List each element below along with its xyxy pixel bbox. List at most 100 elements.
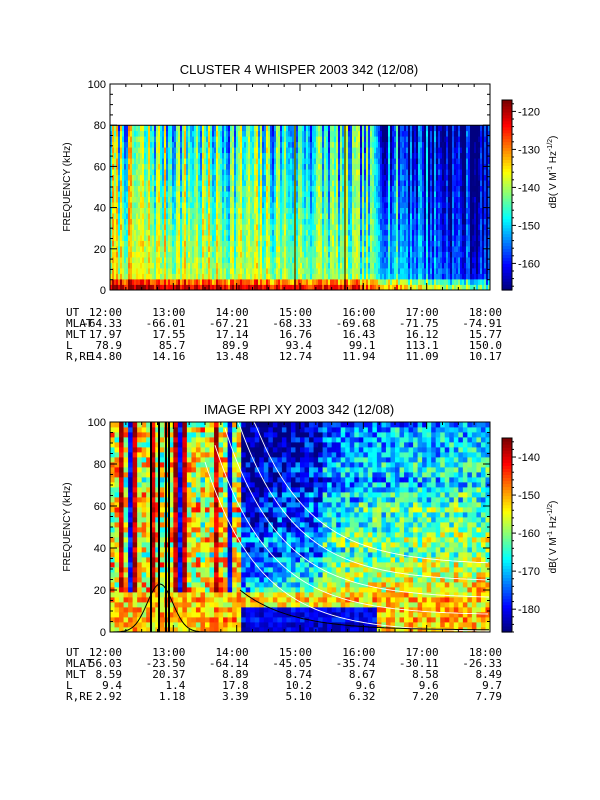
spectrogram-cell bbox=[378, 158, 381, 165]
spectrogram-cell bbox=[252, 279, 255, 285]
spectrogram-cell bbox=[116, 180, 119, 187]
spectrogram-cell bbox=[412, 284, 415, 291]
spectrogram-cell bbox=[248, 229, 251, 236]
spectrogram-cell bbox=[358, 251, 361, 258]
spectrogram-cell bbox=[316, 279, 319, 285]
spectrogram-cell bbox=[302, 240, 305, 247]
spectrogram-cell bbox=[156, 174, 159, 181]
spectrogram-cell bbox=[216, 125, 219, 132]
spectrogram-cell bbox=[290, 125, 293, 132]
spectrogram-cell bbox=[396, 191, 399, 198]
spectrogram-cell bbox=[128, 174, 131, 181]
spectrogram-cell bbox=[428, 152, 431, 159]
spectrogram-cell bbox=[222, 136, 225, 143]
spectrogram-cell bbox=[400, 251, 403, 258]
spectrogram-cell bbox=[352, 125, 355, 132]
spectrogram-cell bbox=[420, 125, 423, 132]
spectrogram-cell bbox=[216, 191, 219, 198]
spectrogram-cell bbox=[428, 125, 431, 132]
spectrogram-cell bbox=[194, 202, 197, 208]
spectrogram-cell bbox=[370, 213, 373, 219]
spectrogram-cell bbox=[210, 207, 213, 214]
spectrogram-cell bbox=[346, 180, 349, 187]
spectrogram-cell bbox=[256, 202, 259, 208]
spectrogram-cell bbox=[420, 213, 423, 219]
spectrogram-cell bbox=[406, 207, 409, 214]
spectrogram-cell bbox=[172, 240, 175, 247]
spectrogram-cell bbox=[388, 268, 391, 274]
spectrogram-cell bbox=[116, 185, 119, 192]
spectrogram-cell bbox=[138, 136, 141, 143]
spectrogram-cell bbox=[338, 262, 341, 269]
spectrogram-cell bbox=[262, 191, 265, 198]
spectrogram-cell bbox=[242, 279, 245, 285]
spectrogram-cell bbox=[428, 235, 431, 241]
spectrogram-cell bbox=[208, 136, 211, 143]
spectrogram-cell bbox=[242, 191, 245, 198]
spectrogram-cell bbox=[406, 240, 409, 247]
spectrogram-cell bbox=[362, 141, 365, 148]
spectrogram-cell bbox=[122, 251, 125, 258]
spectrogram-cell bbox=[316, 180, 319, 187]
spectrogram-cell bbox=[244, 246, 247, 252]
spectrogram-cell bbox=[342, 207, 345, 214]
spectrogram-cell bbox=[142, 251, 145, 258]
spectrogram-cell bbox=[316, 218, 319, 225]
spectrogram-cell bbox=[416, 268, 419, 274]
spectrogram-cell bbox=[174, 191, 177, 198]
spectrogram-cell bbox=[120, 158, 123, 165]
spectrogram-cell bbox=[286, 207, 289, 214]
spectrogram-cell bbox=[368, 268, 371, 274]
spectrogram-cell bbox=[420, 202, 423, 208]
spectrogram-cell bbox=[436, 169, 439, 176]
spectrogram-cell bbox=[200, 185, 203, 192]
spectrogram-cell bbox=[140, 224, 143, 230]
spectrogram-cell bbox=[174, 213, 177, 219]
spectrogram-cell bbox=[376, 279, 379, 285]
spectrogram-cell bbox=[266, 257, 269, 263]
spectrogram-cell bbox=[190, 202, 193, 208]
spectrogram-cell bbox=[332, 262, 335, 269]
spectrogram-cell bbox=[252, 218, 255, 225]
spectrogram-cell bbox=[138, 185, 141, 192]
spectrogram-cell bbox=[150, 224, 153, 230]
spectrogram-cell bbox=[266, 273, 269, 280]
spectrogram-cell bbox=[380, 185, 383, 192]
spectrogram-cell bbox=[240, 284, 243, 291]
spectrogram-cell bbox=[250, 136, 253, 143]
spectrogram-cell bbox=[270, 207, 273, 214]
spectrogram-cell bbox=[398, 218, 401, 225]
spectrogram-cell bbox=[378, 147, 381, 154]
spectrogram-cell bbox=[274, 130, 277, 137]
spectrogram-cell bbox=[284, 141, 287, 148]
spectrogram-cell bbox=[114, 152, 117, 159]
spectrogram-cell bbox=[272, 163, 275, 170]
spectrogram-cell bbox=[130, 257, 133, 263]
spectrogram-cell bbox=[234, 130, 237, 137]
spectrogram-cell bbox=[126, 218, 129, 225]
spectrogram-cell bbox=[324, 174, 327, 181]
spectrogram-cell bbox=[432, 273, 435, 280]
spectrogram-cell bbox=[182, 191, 185, 198]
spectrogram-cell bbox=[248, 130, 251, 137]
spectrogram-cell bbox=[326, 273, 329, 280]
spectrogram-cell bbox=[278, 268, 281, 274]
spectrogram-cell bbox=[428, 196, 431, 203]
spectrogram-cell bbox=[160, 185, 163, 192]
spectrogram-cell bbox=[172, 229, 175, 236]
spectrogram-cell bbox=[360, 268, 363, 274]
spectrogram-cell bbox=[296, 130, 299, 137]
spectrogram-cell bbox=[184, 136, 187, 143]
spectrogram-cell bbox=[184, 246, 187, 252]
spectrogram-cell bbox=[226, 207, 229, 214]
spectrogram-cell bbox=[158, 130, 161, 137]
spectrogram-cell bbox=[202, 147, 205, 154]
spectrogram-cell bbox=[136, 207, 139, 214]
spectrogram-cell bbox=[116, 213, 119, 219]
spectrogram-cell bbox=[354, 251, 357, 258]
spectrogram-cell bbox=[144, 229, 147, 236]
spectrogram-cell bbox=[224, 229, 227, 236]
spectrogram-cell bbox=[152, 273, 155, 280]
spectrogram-cell bbox=[320, 257, 323, 263]
spectrogram-cell bbox=[396, 141, 399, 148]
